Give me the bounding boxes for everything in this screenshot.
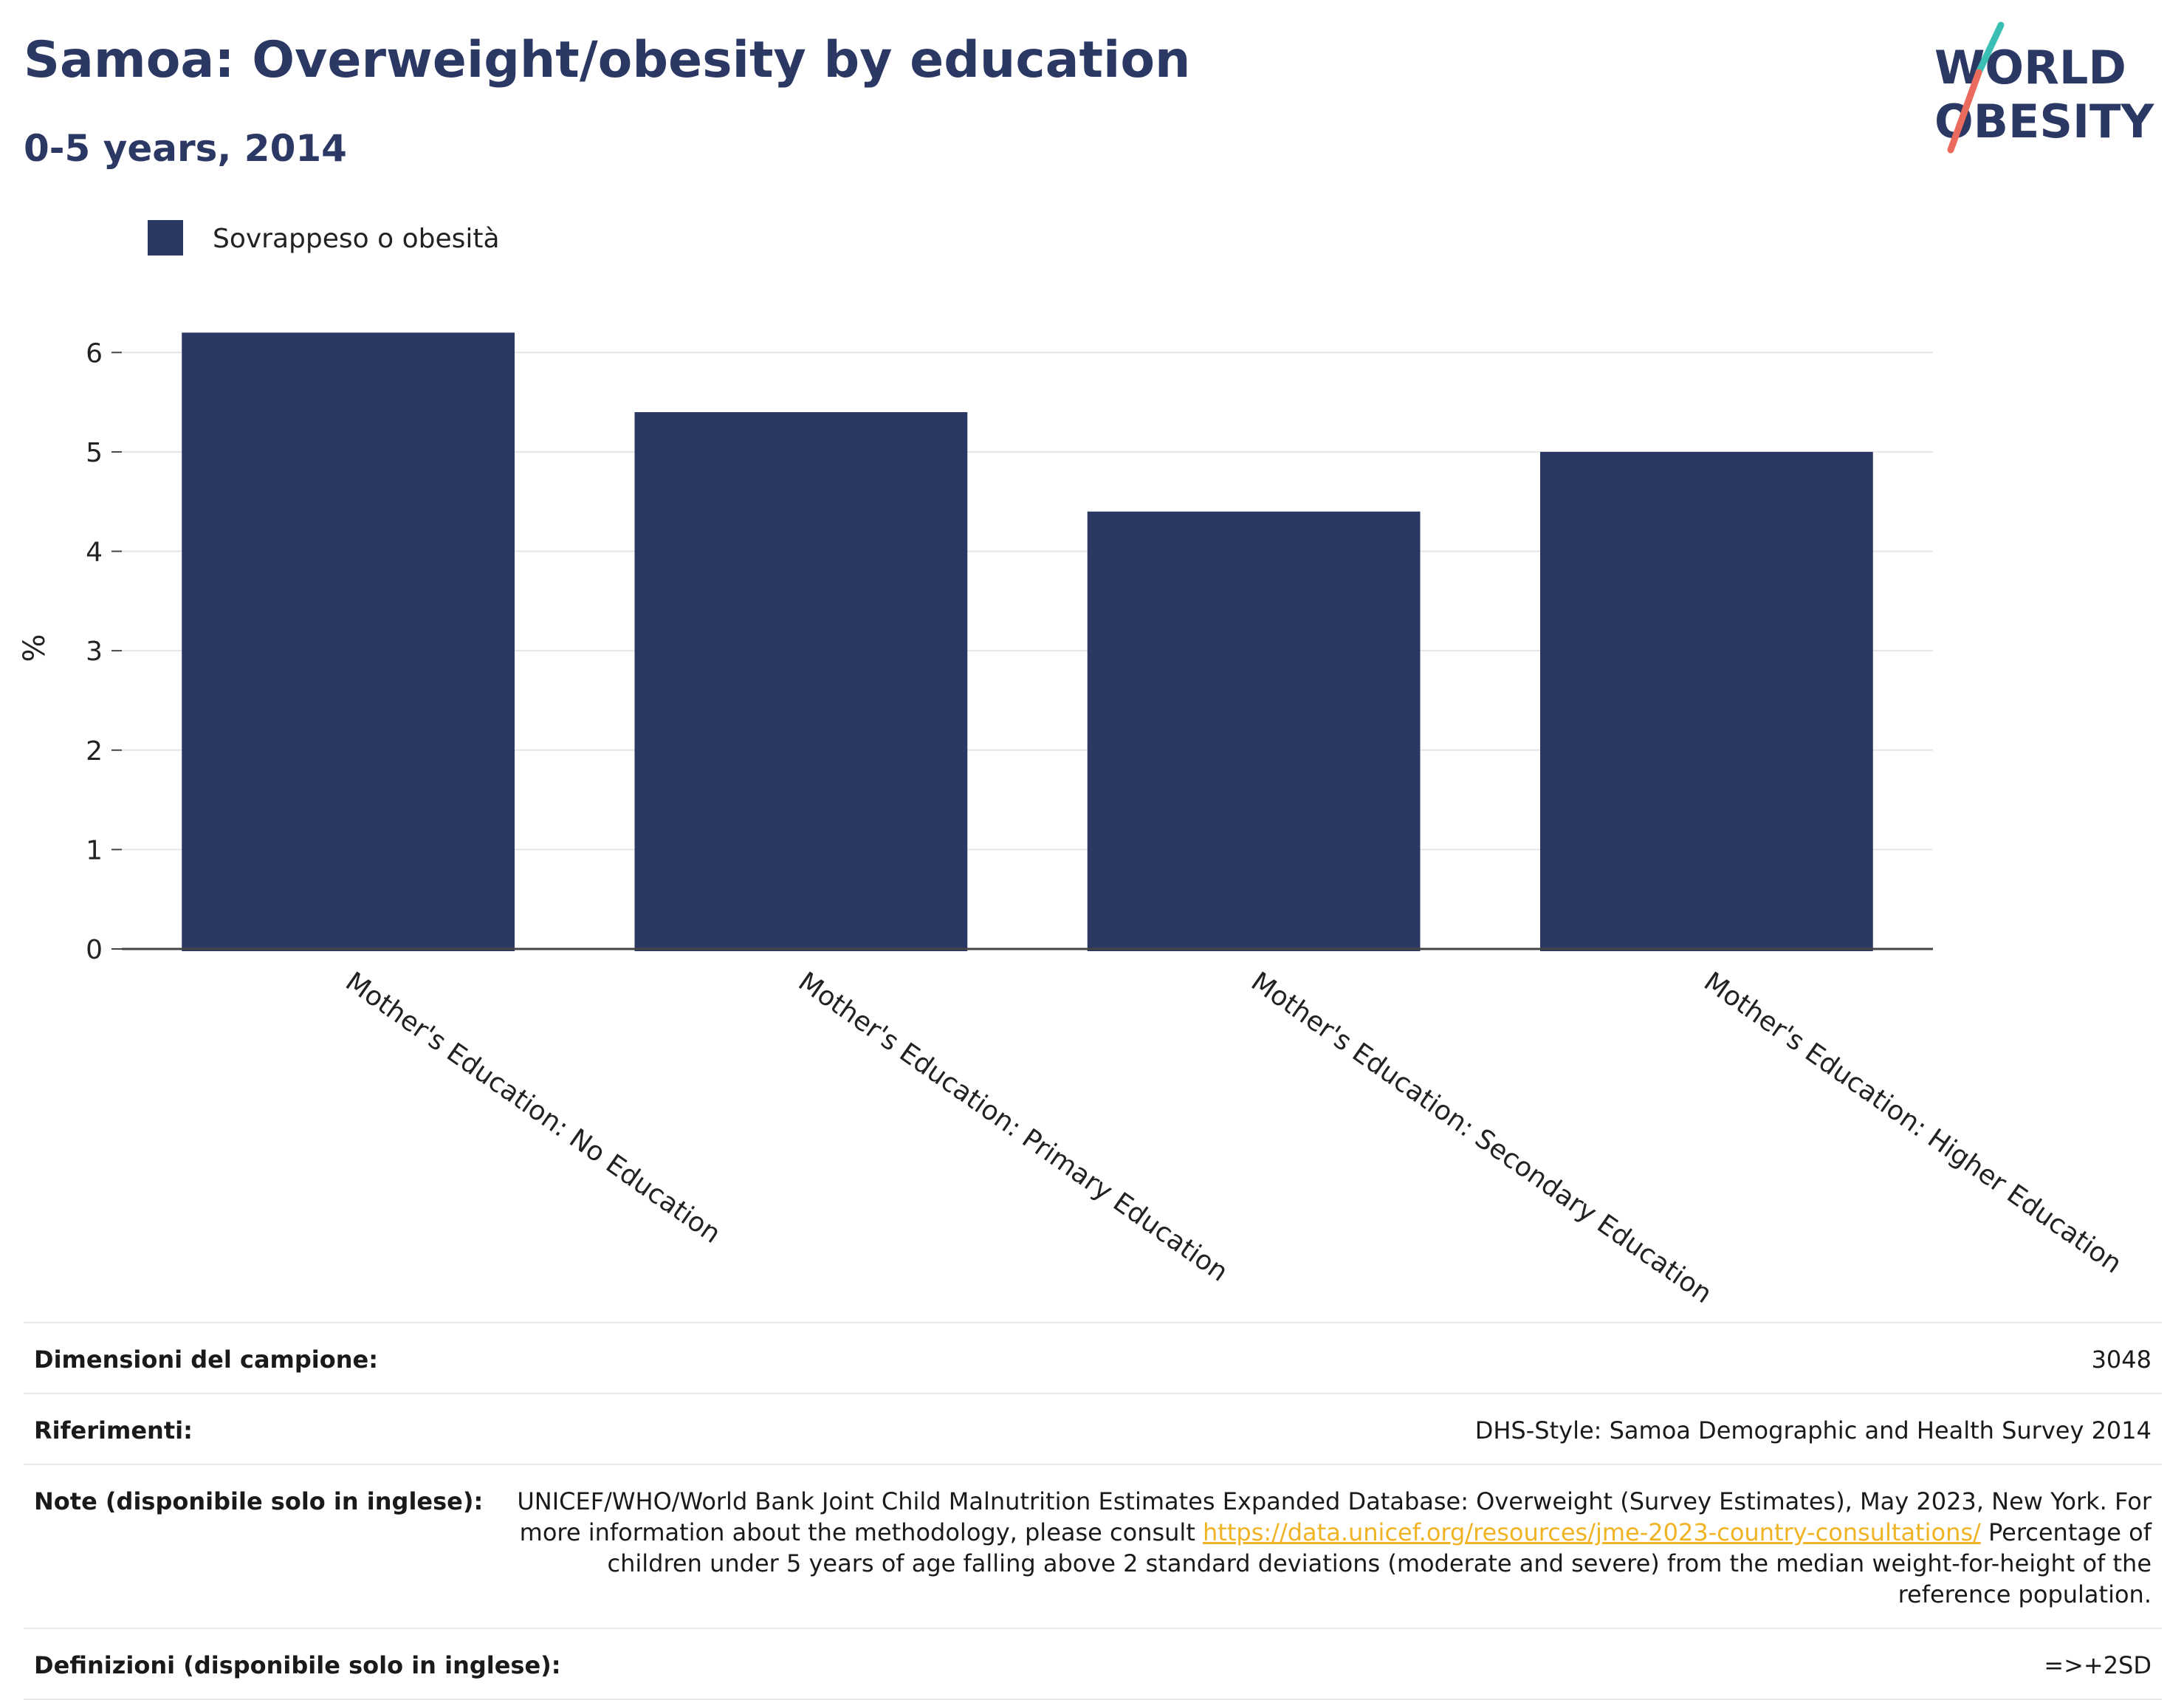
info-row-definitions: Definizioni (disponibile solo in inglese… [24,1628,2162,1700]
legend-label: Sovrappeso o obesità [213,224,500,254]
info-row-notes: Note (disponibile solo in inglese): UNIC… [24,1464,2162,1628]
x-tick-label: Mother's Education: No Education [340,967,726,1250]
bar [1540,451,1873,951]
info-value: =>+2SD [2044,1651,2152,1679]
x-tick-label: Mother's Education: Secondary Education [1246,967,1717,1307]
info-value: 3048 [2091,1346,2152,1374]
bar [182,332,515,951]
info-label: Note (disponibile solo in inglese): [34,1487,484,1515]
y-tick-label: 3 [86,637,103,667]
y-tick-label: 0 [86,935,103,965]
chart-title: Samoa: Overweight/obesity by education [24,31,1191,89]
info-value: UNICEF/WHO/World Bank Joint Child Malnut… [512,1486,2152,1610]
info-label: Definizioni (disponibile solo in inglese… [34,1651,561,1679]
x-tick-label: Mother's Education: Higher Education [1698,967,2127,1280]
methodology-link[interactable]: https://data.unicef.org/resources/jme-20… [1203,1518,1981,1546]
y-axis-label: % [18,634,52,662]
bar [1087,511,1421,951]
svg-text:OBESITY: OBESITY [1934,95,2154,148]
chart-subtitle: 0-5 years, 2014 [24,127,347,170]
y-tick-label: 5 [86,438,103,468]
y-tick-label: 6 [86,338,103,369]
world-obesity-logo: WORLD OBESITY [1934,21,2154,154]
legend-swatch [148,220,183,256]
note-text: UNICEF/WHO/World Bank Joint Child Malnut… [517,1487,2152,1546]
note-text-continued: Percentage of children under 5 years of … [607,1518,2152,1608]
y-tick-label: 2 [86,736,103,767]
info-table: Dimensioni del campione: 3048 Riferiment… [24,1322,2162,1700]
info-label: Riferimenti: [34,1416,193,1444]
x-tick-label: Mother's Education: Primary Education [793,967,1234,1288]
svg-text:WORLD: WORLD [1934,41,2126,95]
y-tick-label: 1 [86,835,103,866]
info-label: Dimensioni del campione: [34,1346,379,1374]
bar-chart: Sovrappeso o obesità 0 1 2 3 4 5 6% Mother's Edu… [18,220,2127,1307]
info-row-references: Riferimenti: DHS-Style: Samoa Demographi… [24,1393,2162,1464]
bar [634,412,968,951]
info-value: DHS-Style: Samoa Demographic and Health … [1474,1416,2152,1444]
info-row-sample-size: Dimensioni del campione: 3048 [24,1322,2162,1393]
y-tick-label: 4 [86,538,103,568]
